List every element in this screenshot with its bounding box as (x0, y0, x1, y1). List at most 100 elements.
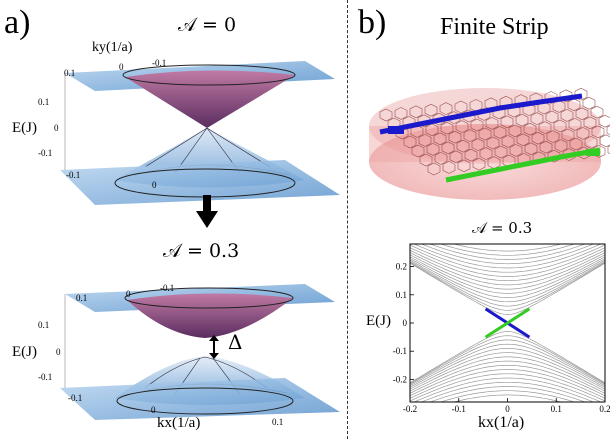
lattice-cell (486, 136, 500, 150)
lattice-cell (469, 99, 483, 112)
lattice-cell (419, 153, 433, 167)
lattice-cell (454, 100, 468, 114)
edge-spectrum-plot: -0.2 -0.1 0 0.1 0.2 0.2 0.1 0 -0.1 -0.2 (393, 243, 611, 414)
bulk-band-line (413, 377, 602, 402)
bulk-band-line (410, 262, 605, 315)
lattice-cell (426, 143, 440, 156)
bulk-band-line (410, 258, 605, 298)
bulk-band-line (420, 244, 595, 265)
ky-tick: -0.1 (152, 58, 167, 68)
lattice-cell (411, 144, 425, 158)
bulk-band-line (410, 352, 605, 390)
lattice-cell (487, 156, 501, 169)
kx-axis-label: kx(1/a) (157, 415, 201, 431)
panel-a-top-equation: 𝒜 = 0 (178, 14, 237, 36)
lattice-cell (448, 130, 462, 144)
kx-tick: 0 (152, 180, 157, 190)
lattice-cell (598, 114, 610, 128)
x-tick-label: -0.2 (403, 404, 417, 414)
transition-arrow-icon (196, 195, 218, 228)
kx-tick: -0.1 (66, 170, 81, 180)
lattice-cell (539, 140, 553, 154)
x-tick-label: -0.1 (452, 404, 466, 414)
bulk-band-line (410, 348, 605, 388)
x-tick-label: 0.2 (599, 404, 610, 414)
bulk-band-line (410, 343, 605, 387)
lattice-cell (590, 105, 604, 119)
bulk-band-line (410, 331, 605, 384)
lattice-cell (457, 159, 471, 173)
ky-tick: 0 (126, 289, 131, 299)
lattice-cell (441, 141, 455, 155)
dispersion-surface-gapped (60, 284, 340, 420)
y-tick-label: -0.1 (393, 346, 407, 356)
lattice-cell (424, 103, 438, 117)
bulk-band-line (410, 244, 605, 273)
lattice-cell (606, 125, 610, 136)
panel-b-xlabel: kx(1/a) (478, 414, 525, 431)
lattice-cell (470, 118, 484, 132)
energy-tick: -0.1 (38, 372, 53, 382)
bulk-band-line (410, 373, 605, 402)
energy-tick: -0.1 (38, 148, 53, 158)
lattice-cell (501, 135, 515, 148)
lattice-cell (508, 124, 522, 138)
panel-a-bottom-equation: 𝒜 = 0.3 (163, 240, 240, 262)
panel-a-label: a) (4, 4, 31, 41)
finite-strip-illustration (369, 87, 610, 200)
x-tick-label: 0 (505, 404, 510, 414)
gap-delta-label: Δ (228, 330, 243, 354)
lattice-cell (546, 130, 560, 143)
bulk-band-line (410, 252, 605, 286)
y-tick-label: 0 (403, 318, 408, 328)
ky-axis-label: ky(1/a) (92, 40, 133, 55)
lattice-cell (427, 162, 441, 176)
lattice-cell (409, 105, 423, 119)
panel-b-title: Finite Strip (440, 14, 549, 40)
lattice-cell (493, 126, 507, 139)
gap-arrow-icon (209, 335, 219, 359)
lattice-cell (561, 128, 575, 142)
lattice-cell (569, 137, 583, 151)
bulk-band-line (410, 262, 605, 311)
y-tick-label: -0.2 (393, 374, 407, 384)
bulk-band-line (410, 247, 605, 277)
energy-axis-label-bottom: E(J) (12, 344, 37, 360)
lattice-cell (568, 118, 582, 131)
panel-b-plot-equation: 𝒜 = 0.3 (472, 219, 533, 237)
lattice-cell (455, 120, 469, 133)
panel-b-label: b) (358, 4, 387, 41)
bulk-band-line (429, 244, 586, 260)
lattice-cell (456, 139, 470, 153)
lattice-cell (583, 116, 597, 130)
lattice-cell (434, 152, 448, 165)
lattice-cell (538, 121, 552, 134)
energy-tick: 0.1 (38, 320, 50, 330)
bulk-band-line (410, 254, 605, 290)
lattice-cell (418, 134, 432, 147)
panel-b-ylabel: E(J) (366, 313, 391, 329)
kx-tick: 0.1 (272, 417, 284, 427)
lattice-cell (463, 129, 477, 142)
lattice-cell (582, 96, 596, 110)
lattice-cell (530, 112, 544, 125)
bulk-band-line (410, 339, 605, 385)
edge-state-line (484, 307, 531, 339)
y-tick-label: 0.1 (396, 290, 407, 300)
lattice-cell (531, 131, 545, 145)
bulk-band-line (452, 394, 563, 402)
lattice-cell (509, 144, 523, 157)
bulk-band-line (413, 244, 602, 269)
bulk-band-line (410, 249, 605, 282)
ky-tick: 0.1 (76, 293, 88, 303)
lattice-cell (515, 113, 529, 127)
lattice-cell (462, 109, 476, 123)
lattice-cell (478, 127, 492, 141)
lattice-cell (471, 138, 485, 151)
energy-tick: 0 (54, 123, 59, 133)
bulk-band-line (439, 244, 576, 256)
energy-axis-label-top: E(J) (12, 120, 37, 136)
lattice-cell (464, 148, 478, 162)
bulk-band-line (410, 360, 605, 394)
lattice-cell (477, 108, 491, 121)
